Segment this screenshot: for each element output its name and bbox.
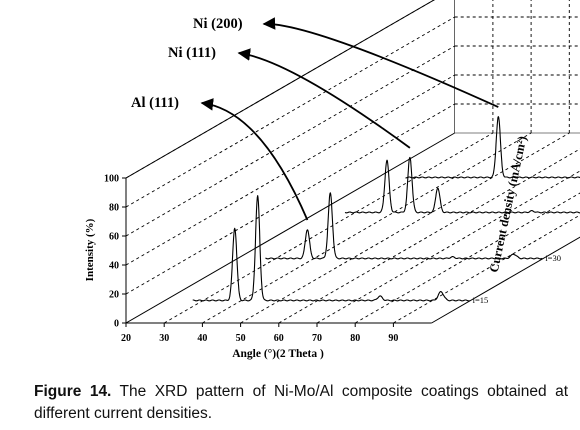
sidewall-depth-line — [125, 103, 455, 295]
x-axis-title: Angle (°)(2 Theta ) — [232, 348, 324, 360]
floor-left-edge — [125, 132, 455, 324]
annotation-label: Ni (200) — [193, 16, 243, 32]
y-tick-label: 0 — [114, 319, 119, 330]
x-tick-label: 80 — [350, 333, 360, 344]
x-tick-label: 90 — [388, 333, 398, 344]
annotation-arrow — [237, 48, 411, 149]
trace-i=30 — [265, 192, 543, 260]
top-left-edge — [125, 0, 435, 179]
x-tick-label: 70 — [312, 333, 322, 344]
y-axis-title: Intensity (%) — [84, 218, 96, 281]
x-tick-label: 20 — [121, 333, 131, 344]
series-label: i=30 — [545, 253, 561, 263]
floor-depth-line — [354, 192, 580, 324]
axes — [122, 0, 580, 327]
annotations: Ni (200) Ni (111) Al (111) — [131, 16, 499, 221]
y-tick-label: 100 — [104, 174, 119, 185]
grid-lines — [125, 0, 580, 324]
y-tick-label: 20 — [109, 290, 119, 301]
floor-depth-line — [278, 148, 580, 324]
x-tick-label: 50 — [236, 333, 246, 344]
annotation-label: Ni (111) — [168, 45, 216, 61]
annotation-arrow — [262, 17, 499, 108]
series-traces — [192, 116, 580, 302]
x-tick-label: 40 — [197, 333, 207, 344]
x-tick-label: 30 — [159, 333, 169, 344]
trace-i=50 — [344, 156, 580, 214]
figure-caption: Figure 14. The XRD pattern of Ni-Mo/Al c… — [34, 381, 568, 425]
y-tick-label: 40 — [109, 261, 119, 272]
caption-text: The XRD pattern of Ni-Mo/Al composite co… — [34, 383, 568, 422]
floor-right-edge — [431, 236, 580, 324]
caption-label: Figure 14. — [34, 383, 112, 400]
trace-i=15 — [192, 195, 470, 302]
x-tick-label: 60 — [274, 333, 284, 344]
y-tick-label: 80 — [109, 203, 119, 214]
z-axis-title: Current density (mA/cm²) — [487, 135, 530, 274]
y-tick-label: 60 — [109, 232, 119, 243]
trace-i=60 — [405, 116, 580, 179]
annotation-arrow — [200, 98, 309, 221]
floor-depth-line — [316, 170, 580, 324]
series-label: i=15 — [473, 295, 489, 305]
annotation-label: Al (111) — [131, 95, 179, 111]
